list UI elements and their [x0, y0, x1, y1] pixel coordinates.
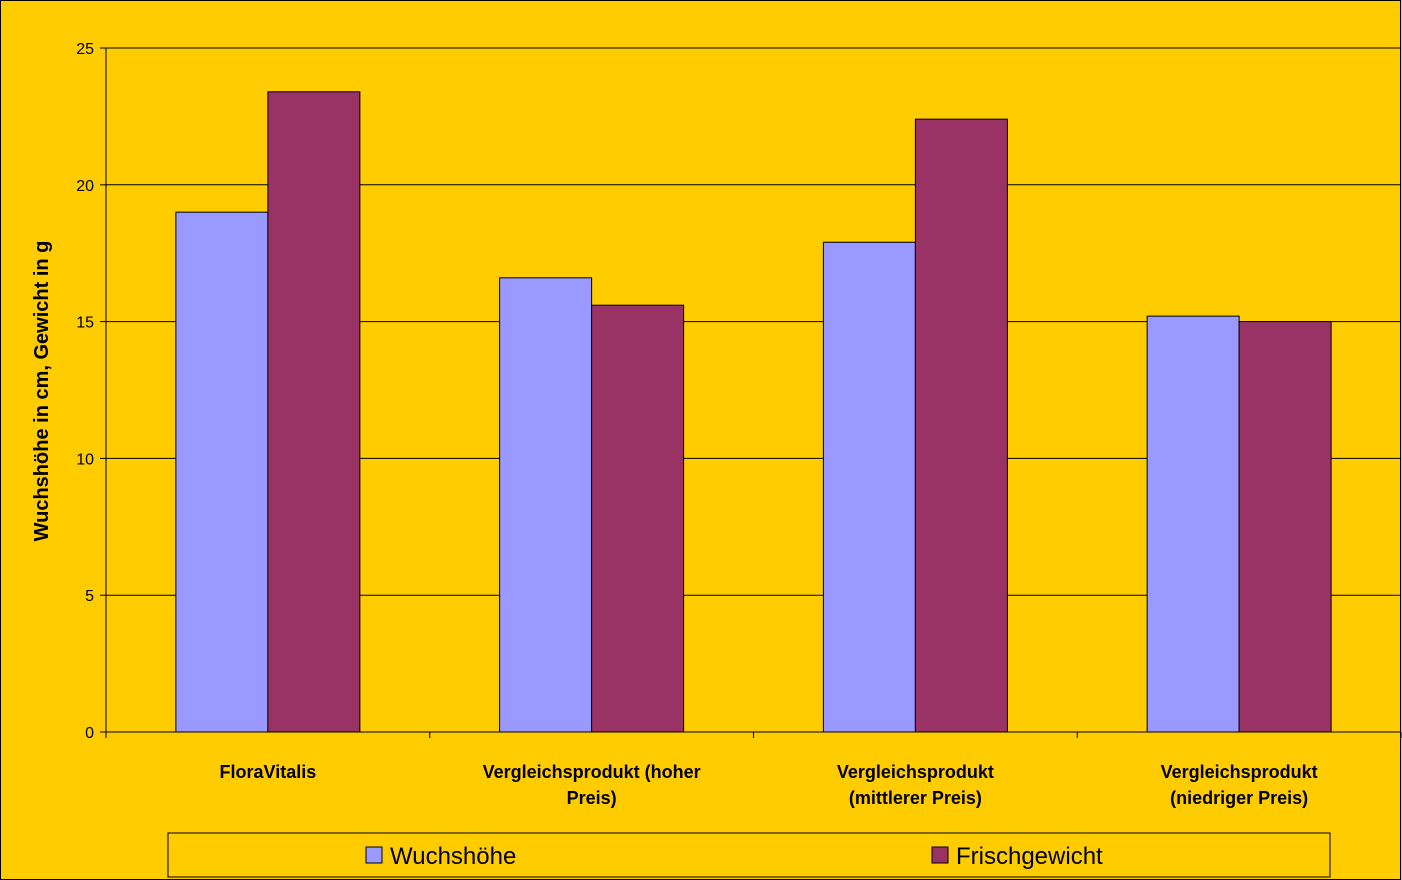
bar-wuchshöhe-1 [175, 211, 269, 733]
y-axis-title: Wuchshöhe in cm, Gewicht in g [31, 241, 53, 542]
bar-wuchshöhe-4 [1146, 315, 1240, 733]
x-category-label: Vergleichsprodukt (mittlerer Preis) [837, 762, 994, 808]
x-category-label: Vergleichsprodukt (niedriger Preis) [1161, 762, 1318, 808]
y-tick-label: 5 [85, 588, 94, 605]
bar-frischgewicht-3 [914, 118, 1008, 733]
y-tick-label: 25 [76, 41, 94, 58]
legend-box [167, 832, 1331, 878]
y-tick-label: 15 [76, 315, 94, 332]
bar-frischgewicht-4 [1238, 321, 1332, 733]
x-category-label: Vergleichsprodukt (hoher Preis) [483, 762, 701, 808]
y-tick-label: 10 [76, 451, 94, 468]
bar-wuchshöhe-3 [822, 241, 916, 733]
legend-label: Frischgewicht [956, 843, 1103, 870]
y-tick-label: 20 [76, 178, 94, 195]
labels: 0 5 10 15 20 25 FloraVitalis Vergleichsprodukt … [76, 41, 1317, 808]
bar-frischgewicht-1 [267, 91, 361, 733]
bar-wuchshöhe-2 [499, 277, 593, 733]
legend: Wuchshöhe Frischgewicht [167, 832, 1331, 878]
axes [100, 47, 1402, 738]
legend-label: Wuchshöhe [390, 843, 516, 870]
y-tick-label: 0 [85, 725, 94, 742]
x-category-label: FloraVitalis [220, 762, 317, 782]
bar-frischgewicht-2 [591, 304, 685, 733]
legend-swatch [365, 846, 383, 864]
bars [175, 91, 1332, 733]
legend-swatch [931, 846, 949, 864]
